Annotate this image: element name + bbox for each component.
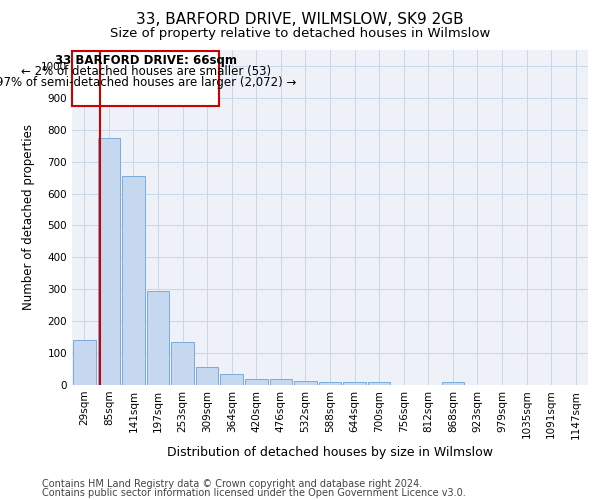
Bar <box>146 291 169 385</box>
Text: 97% of semi-detached houses are larger (2,072) →: 97% of semi-detached houses are larger (… <box>0 76 296 89</box>
Bar <box>368 382 391 385</box>
Bar <box>73 340 95 385</box>
Bar <box>442 382 464 385</box>
Text: Size of property relative to detached houses in Wilmslow: Size of property relative to detached ho… <box>110 28 490 40</box>
Text: ← 2% of detached houses are smaller (53): ← 2% of detached houses are smaller (53) <box>21 65 271 78</box>
X-axis label: Distribution of detached houses by size in Wilmslow: Distribution of detached houses by size … <box>167 446 493 458</box>
Bar <box>171 342 194 385</box>
Bar <box>196 368 218 385</box>
Bar <box>343 382 366 385</box>
Text: 33 BARFORD DRIVE: 66sqm: 33 BARFORD DRIVE: 66sqm <box>55 54 237 66</box>
Text: 33, BARFORD DRIVE, WILMSLOW, SK9 2GB: 33, BARFORD DRIVE, WILMSLOW, SK9 2GB <box>136 12 464 28</box>
Bar <box>98 138 120 385</box>
Y-axis label: Number of detached properties: Number of detached properties <box>22 124 35 310</box>
Bar <box>294 381 317 385</box>
Bar <box>122 176 145 385</box>
Bar <box>269 378 292 385</box>
Text: Contains HM Land Registry data © Crown copyright and database right 2024.: Contains HM Land Registry data © Crown c… <box>42 479 422 489</box>
FancyBboxPatch shape <box>73 50 220 106</box>
Bar <box>220 374 243 385</box>
Bar <box>319 382 341 385</box>
Text: Contains public sector information licensed under the Open Government Licence v3: Contains public sector information licen… <box>42 488 466 498</box>
Bar <box>245 378 268 385</box>
